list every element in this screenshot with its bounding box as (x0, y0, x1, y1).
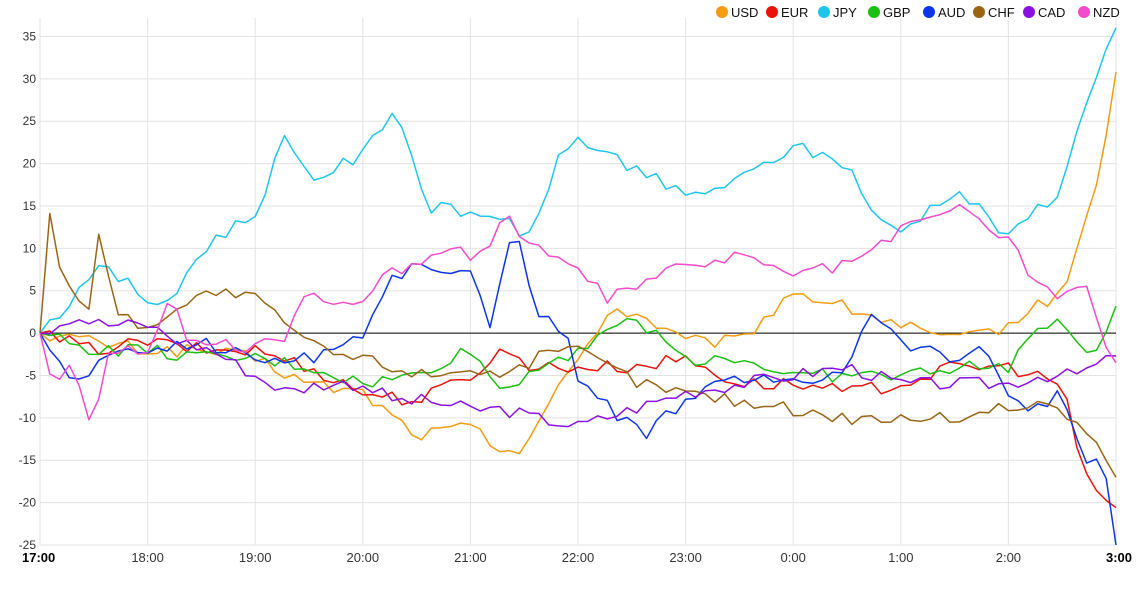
legend-label: NZD (1093, 5, 1120, 20)
x-tick-label: 19:00 (239, 550, 272, 565)
x-axis-ticks: 17:00 18:00 19:00 20:00 21:00 22:00 23:00 0:00 1… (22, 550, 1132, 565)
legend-item-gbp[interactable]: GBP (868, 5, 910, 20)
legend-dot-icon (973, 6, 985, 18)
x-tick-label: 22:00 (562, 550, 595, 565)
legend-item-chf[interactable]: CHF (973, 5, 1015, 20)
y-tick-label: 35 (23, 29, 37, 43)
series-lines (39, 27, 1117, 546)
legend-item-eur[interactable]: EUR (766, 5, 808, 20)
legend-label: AUD (938, 5, 965, 20)
series-line-jpy (39, 27, 1117, 334)
series-line-gbp (39, 305, 1117, 389)
y-tick-label: -5 (25, 368, 36, 382)
x-tick-label: 0:00 (781, 550, 806, 565)
legend-label: GBP (883, 5, 910, 20)
legend-item-usd[interactable]: USD (716, 5, 758, 20)
y-tick-label: 15 (23, 199, 37, 213)
x-tick-label: 17:00 (22, 550, 55, 565)
x-tick-label: 2:00 (996, 550, 1021, 565)
legend-item-aud[interactable]: AUD (923, 5, 965, 20)
legend-label: CAD (1038, 5, 1065, 20)
x-tick-label: 23:00 (669, 550, 702, 565)
legend-label: JPY (833, 5, 857, 20)
legend-label: USD (731, 5, 758, 20)
x-tick-label: 18:00 (131, 550, 164, 565)
grid-lines (39, 18, 1117, 546)
legend-dot-icon (818, 6, 830, 18)
x-tick-label: 1:00 (888, 550, 913, 565)
y-tick-label: -25 (19, 538, 37, 552)
legend-item-cad[interactable]: CAD (1023, 5, 1065, 20)
legend-dot-icon (716, 6, 728, 18)
y-tick-label: -10 (19, 411, 37, 425)
series-line-nzd (39, 203, 1117, 421)
x-tick-label: 21:00 (454, 550, 487, 565)
series-line-eur (39, 330, 1117, 509)
x-tick-label: 20:00 (347, 550, 380, 565)
y-tick-label: 10 (23, 241, 37, 255)
y-tick-label: 20 (23, 157, 37, 171)
legend-dot-icon (1078, 6, 1090, 18)
y-tick-label: 0 (29, 326, 36, 340)
legend-item-jpy[interactable]: JPY (818, 5, 857, 20)
legend-label: EUR (781, 5, 808, 20)
y-tick-label: 25 (23, 114, 37, 128)
y-tick-label: -15 (19, 453, 37, 467)
series-line-aud (39, 240, 1117, 546)
series-line-cad (39, 318, 1117, 428)
series-line-chf (39, 212, 1117, 478)
legend-item-nzd[interactable]: NZD (1078, 5, 1120, 20)
y-tick-label: -20 (19, 496, 37, 510)
legend-dot-icon (923, 6, 935, 18)
x-tick-label: 3:00 (1106, 550, 1132, 565)
legend-dot-icon (766, 6, 778, 18)
legend-dot-icon (868, 6, 880, 18)
legend[interactable]: USD EUR JPY GBP AUD CHF CAD NZD (716, 5, 1120, 20)
y-tick-label: 5 (29, 284, 36, 298)
y-tick-label: 30 (23, 72, 37, 86)
legend-label: CHF (988, 5, 1015, 20)
legend-dot-icon (1023, 6, 1035, 18)
y-axis-ticks: -25 -20 -15 -10 -5 0 5 10 15 20 25 30 35 (19, 29, 37, 552)
